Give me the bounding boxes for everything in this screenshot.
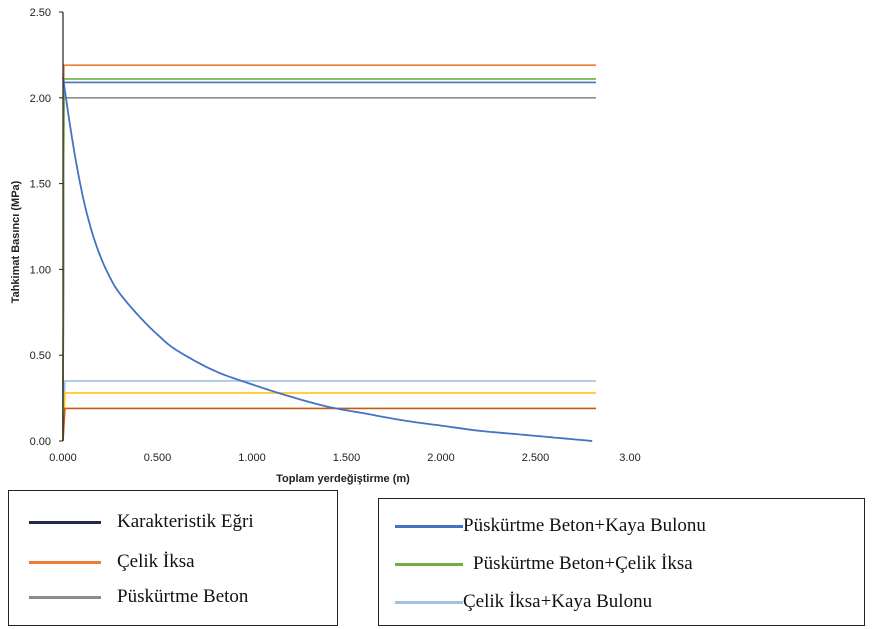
support-line-4 — [62, 78, 596, 442]
x-tick-label: 2.500 — [522, 452, 550, 464]
y-tick-label: 2.00 — [30, 93, 51, 105]
legend-swatch — [29, 596, 101, 599]
legend-left: Karakteristik Eğri Çelik İksa Püskürtme … — [8, 490, 338, 626]
x-axis-label: Toplam yerdeğiştirme (m) — [276, 473, 410, 485]
legend-label: Karakteristik Eğri — [117, 511, 254, 532]
legend-swatch — [395, 525, 463, 528]
legend-item: Karakteristik Eğri — [9, 509, 337, 539]
legend-label: Püskürtme Beton — [117, 586, 249, 607]
plot-lines — [62, 64, 596, 442]
legend-swatch — [29, 561, 101, 564]
chart: 0.00 0.50 1.00 1.50 2.00 2.50 0.000 0.500 1.000… — [10, 7, 641, 485]
x-tick-label: 1.000 — [238, 452, 266, 464]
x-ticks: 0.000 0.500 1.000 1.500 2.000 2.500 3.00 — [49, 452, 640, 464]
y-axis-label: Tahkimat Basıncı (MPa) — [10, 180, 22, 303]
support-line-3 — [62, 81, 596, 442]
legend-label: Çelik İksa+Kaya Bulonu — [463, 591, 653, 612]
support-line-5 — [62, 380, 596, 442]
legend-item: Püskürtme Beton+Kaya Bulonu — [379, 511, 864, 541]
y-ticks: 0.00 0.50 1.00 1.50 2.00 2.50 — [30, 7, 63, 448]
x-tick-label: 2.000 — [427, 452, 455, 464]
support-line-2 — [62, 97, 596, 442]
x-tick-label: 0.500 — [144, 452, 172, 464]
legend-label: Çelik İksa — [117, 551, 195, 572]
legend-label: Püskürtme Beton+Çelik İksa — [473, 553, 693, 574]
legend-item: Püskürtme Beton+Çelik İksa — [379, 549, 864, 579]
legend-swatch — [395, 601, 463, 604]
legend-item: Çelik İksa+Kaya Bulonu — [379, 587, 864, 617]
x-tick-label: 0.000 — [49, 452, 77, 464]
support-line-7 — [62, 407, 596, 442]
x-tick-label: 3.00 — [619, 452, 640, 464]
legend-item: Püskürtme Beton — [9, 584, 337, 614]
y-tick-label: 1.00 — [30, 264, 51, 276]
support-line-1 — [62, 64, 596, 442]
x-tick-label: 1.500 — [333, 452, 361, 464]
y-tick-label: 0.00 — [30, 436, 51, 448]
legend-swatch — [29, 521, 101, 524]
characteristic-curve-line — [62, 77, 593, 442]
y-tick-label: 2.50 — [30, 7, 51, 19]
legend-right: Püskürtme Beton+Kaya Bulonu Püskürtme Be… — [378, 498, 865, 626]
legend-label: Püskürtme Beton+Kaya Bulonu — [463, 515, 706, 536]
legend-swatch — [395, 563, 463, 566]
y-tick-label: 1.50 — [30, 179, 51, 191]
y-tick-label: 0.50 — [30, 350, 51, 362]
legend-item: Çelik İksa — [9, 549, 337, 579]
